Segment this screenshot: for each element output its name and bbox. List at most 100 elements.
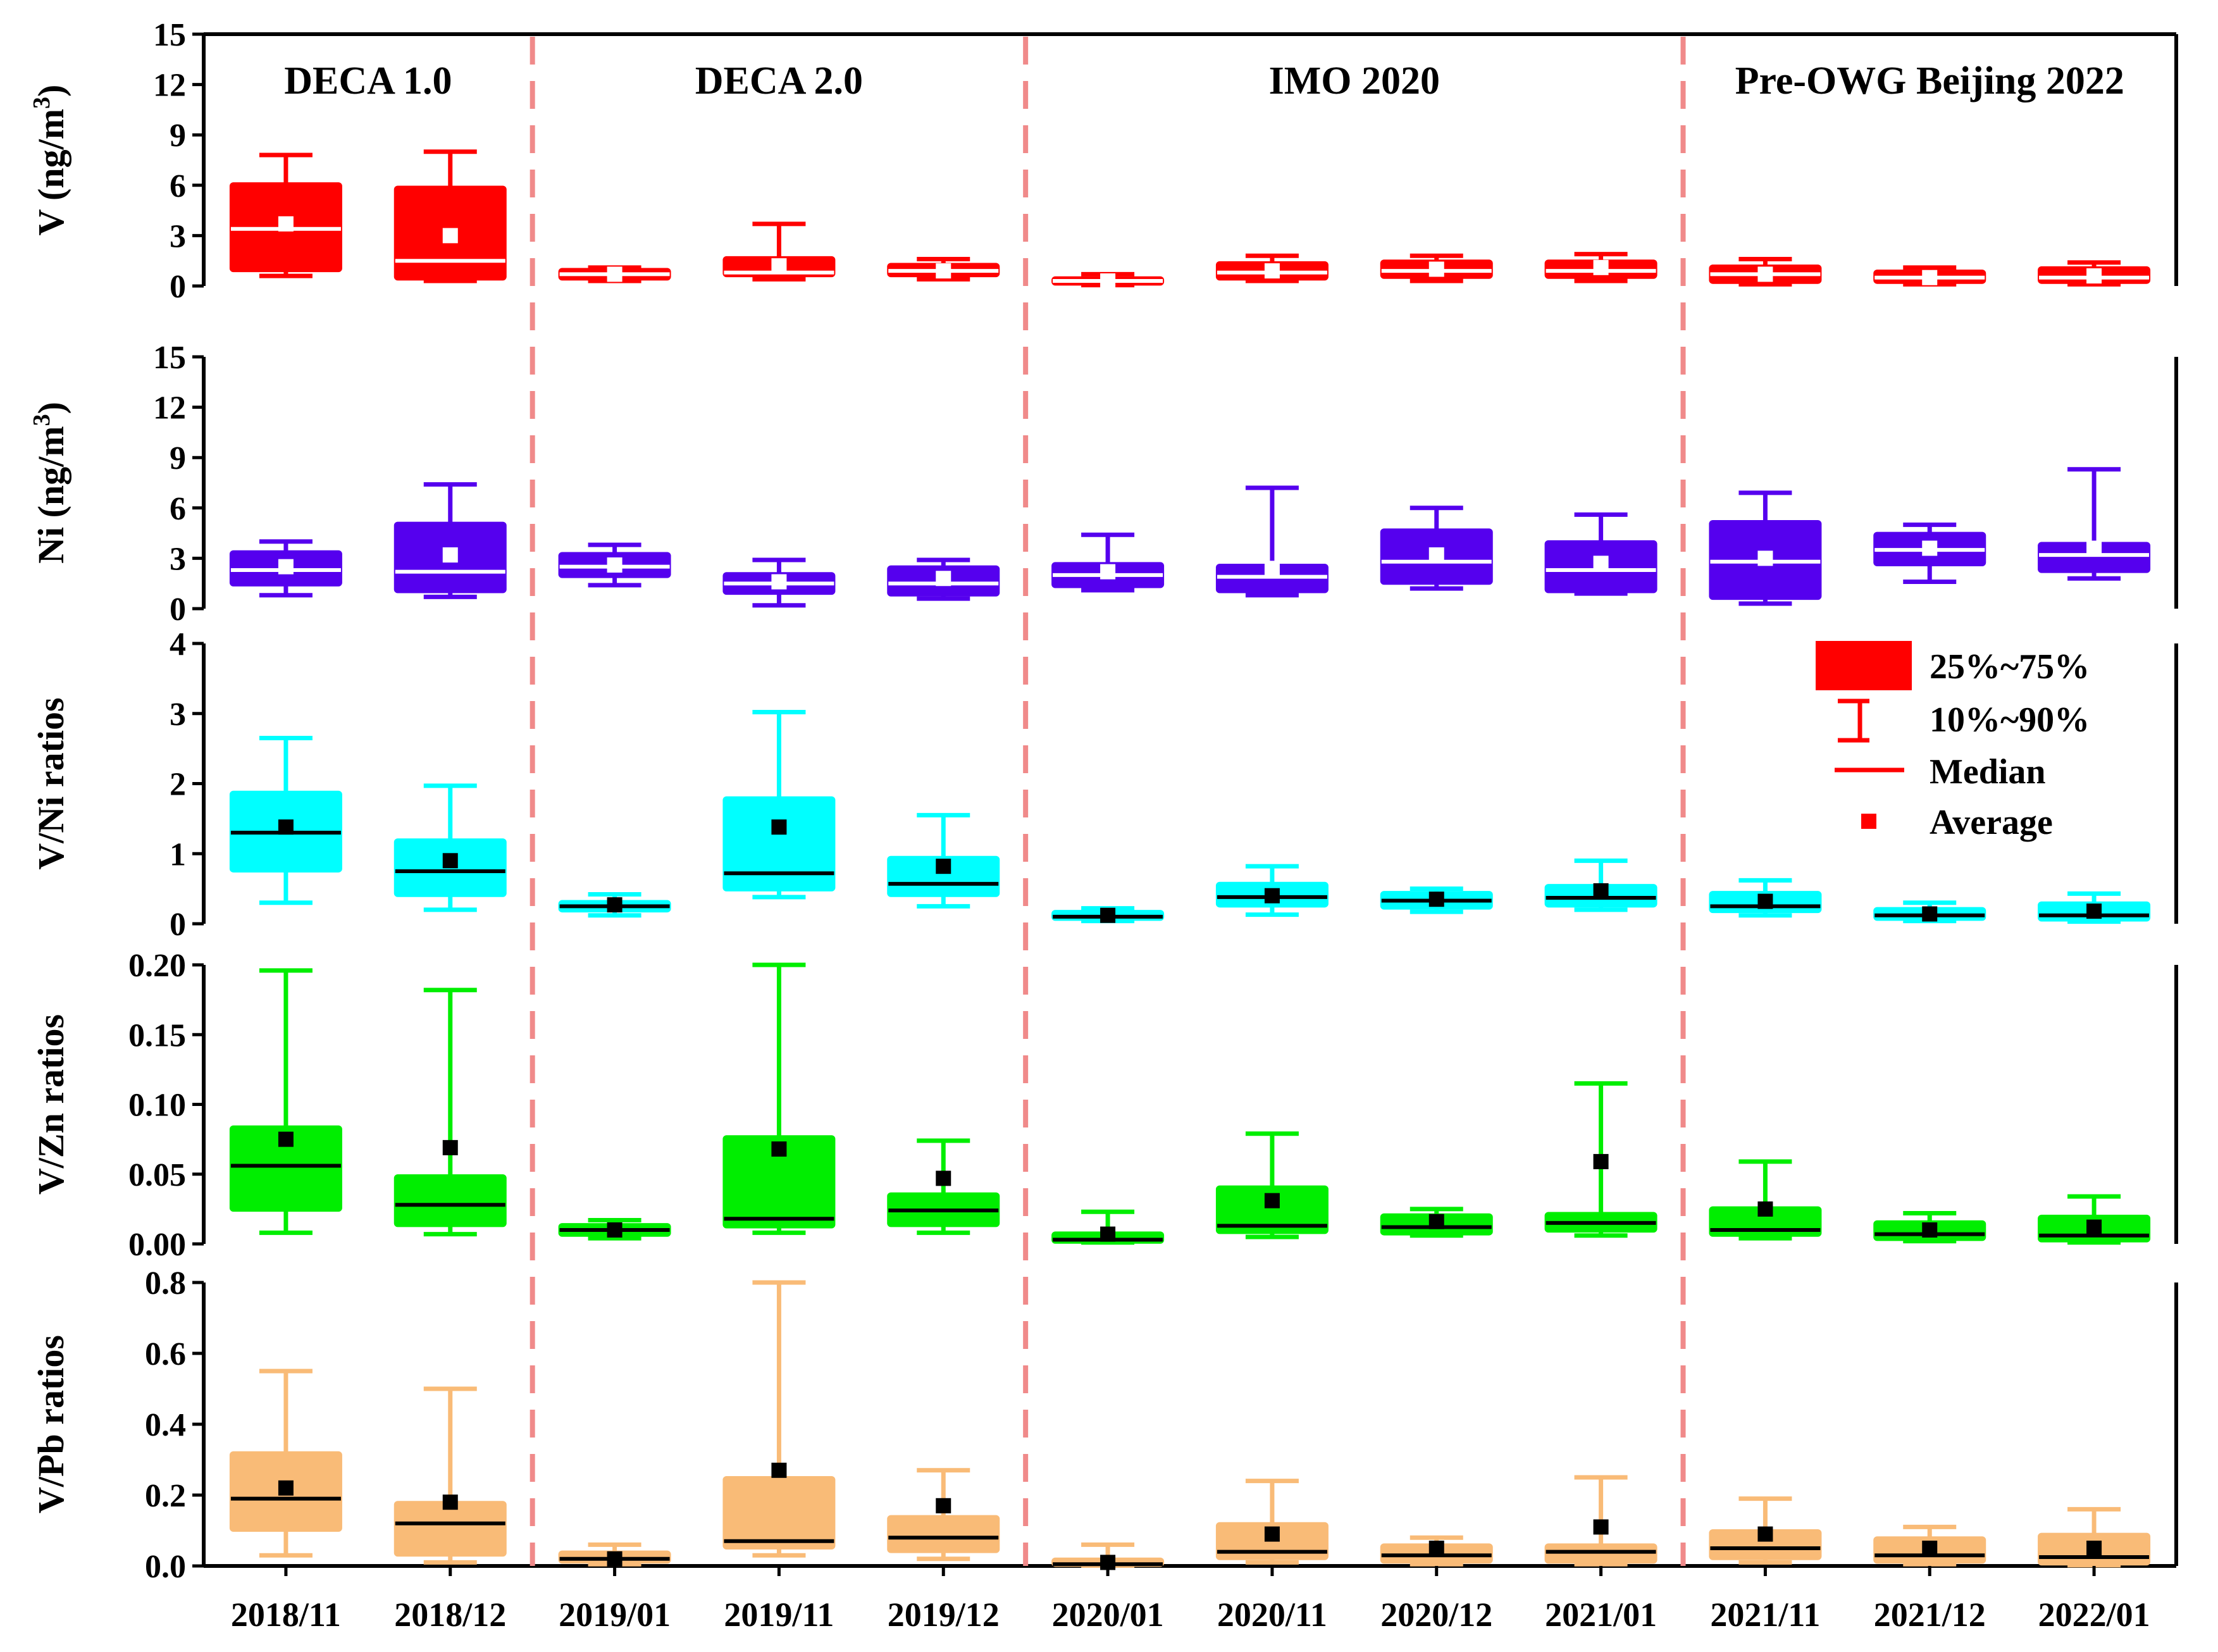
box-iqr bbox=[722, 1135, 836, 1229]
y-tick-label: 0.4 bbox=[145, 1407, 186, 1443]
box-v-2021/01 bbox=[1544, 252, 1657, 283]
panel-v_pb: 0.0 0.2 0.4 0.6 0.8 V/Pb ratios bbox=[30, 1265, 2178, 1585]
mean-marker bbox=[2086, 268, 2102, 284]
y-tick-label: 3 bbox=[170, 697, 186, 733]
mean-marker bbox=[1922, 906, 1938, 922]
x-tick-label: 2021/12 bbox=[1874, 1596, 1986, 1634]
mean-marker bbox=[442, 1140, 458, 1155]
y-tick-label: 3 bbox=[170, 541, 186, 577]
y-tick-label: 0.2 bbox=[145, 1478, 186, 1514]
box-ni-2022/01 bbox=[2038, 467, 2151, 581]
mean-marker bbox=[1757, 1201, 1773, 1217]
box-v_zn-2018/11 bbox=[229, 968, 342, 1235]
y-tick-label: 0.15 bbox=[128, 1017, 186, 1053]
box-v_zn-2018/12 bbox=[393, 988, 507, 1237]
box-iqr bbox=[722, 1476, 836, 1550]
mean-marker bbox=[1100, 907, 1116, 923]
y-tick-label: 15 bbox=[153, 17, 186, 53]
mean-marker bbox=[278, 819, 294, 835]
box-v-2019/12 bbox=[887, 257, 1000, 282]
box-v-2020/11 bbox=[1215, 253, 1329, 283]
y-tick-label: 9 bbox=[170, 118, 186, 154]
mean-marker bbox=[1264, 888, 1280, 904]
legend-label-iqr: 25%~75% bbox=[1930, 647, 2090, 686]
mean-marker bbox=[1757, 893, 1773, 909]
box-v-2019/01 bbox=[558, 265, 671, 283]
box-v_ni-2021/12 bbox=[1873, 900, 1986, 924]
box-iqr bbox=[887, 855, 1000, 897]
box-v_zn-2021/01 bbox=[1544, 1081, 1657, 1238]
panel-ni: 0 3 6 9 12 15 Ni (ng/m3) bbox=[28, 340, 2178, 628]
box-v_pb-2021/11 bbox=[1709, 1496, 1822, 1565]
y-tick-label: 9 bbox=[170, 440, 186, 476]
x-tick-label: 2021/01 bbox=[1545, 1596, 1657, 1634]
y-axis-title: V (ng/m3) bbox=[28, 85, 71, 236]
y-tick-label: 0 bbox=[170, 269, 186, 305]
box-ni-2019/01 bbox=[558, 542, 671, 588]
y-tick-label: 1 bbox=[170, 836, 186, 873]
era-label: IMO 2020 bbox=[1269, 59, 1440, 102]
box-v_ni-2022/01 bbox=[2038, 891, 2151, 924]
box-v_zn-2020/12 bbox=[1380, 1207, 1493, 1238]
y-tick-label: 0.05 bbox=[128, 1157, 186, 1193]
box-iqr bbox=[229, 1125, 342, 1212]
mean-marker bbox=[936, 859, 951, 874]
box-ni-2018/11 bbox=[229, 539, 342, 598]
y-tick-label: 12 bbox=[153, 390, 186, 426]
panel-v: 0 3 6 9 12 15 V (ng/m3) bbox=[28, 17, 2178, 305]
mean-marker bbox=[1593, 883, 1609, 898]
mean-marker bbox=[442, 1494, 458, 1510]
y-axis-title: V/Ni ratios bbox=[30, 697, 71, 869]
box-ni-2020/11 bbox=[1215, 485, 1329, 598]
mean-marker bbox=[278, 1131, 294, 1147]
box-iqr bbox=[887, 1515, 1000, 1553]
mean-marker bbox=[771, 1462, 787, 1478]
mean-marker bbox=[1757, 1526, 1773, 1542]
y-tick-label: 6 bbox=[170, 491, 186, 527]
box-v_pb-2021/12 bbox=[1873, 1524, 1986, 1567]
mean-marker bbox=[1922, 270, 1938, 285]
box-v_pb-2020/01 bbox=[1051, 1542, 1165, 1570]
box-v_ni-2020/01 bbox=[1051, 906, 1165, 924]
mean-marker bbox=[1922, 1541, 1938, 1556]
box-v_pb-2018/11 bbox=[229, 1369, 342, 1558]
mean-marker bbox=[771, 819, 787, 835]
box-v_ni-2020/11 bbox=[1215, 864, 1329, 917]
x-tick-label: 2018/11 bbox=[231, 1596, 341, 1634]
y-tick-label: 0 bbox=[170, 907, 186, 943]
mean-marker bbox=[771, 574, 787, 590]
box-v_ni-2019/01 bbox=[558, 891, 671, 918]
box-ni-2021/11 bbox=[1709, 490, 1822, 606]
box-v_zn-2019/12 bbox=[887, 1138, 1000, 1235]
box-v_pb-2018/12 bbox=[393, 1386, 507, 1565]
y-tick-label: 0.8 bbox=[145, 1265, 186, 1301]
mean-marker bbox=[1100, 273, 1116, 289]
x-tick-label: 2019/11 bbox=[724, 1596, 834, 1634]
box-iqr bbox=[1215, 1185, 1329, 1234]
box-ni-2019/12 bbox=[887, 557, 1000, 601]
box-v_pb-2021/01 bbox=[1544, 1475, 1657, 1567]
mean-marker bbox=[1593, 1153, 1609, 1169]
mean-marker bbox=[607, 897, 623, 913]
box-v-2021/12 bbox=[1873, 265, 1986, 287]
mean-marker bbox=[607, 1551, 623, 1567]
mean-marker bbox=[2086, 1541, 2102, 1556]
mean-marker bbox=[936, 263, 951, 279]
panel-v_ni: 0 1 2 3 4 V/Ni ratios bbox=[30, 626, 2178, 943]
legend-mean-marker bbox=[1861, 814, 1876, 829]
mean-marker bbox=[2086, 904, 2102, 919]
mean-marker bbox=[1757, 266, 1773, 282]
box-v_ni-2018/11 bbox=[229, 736, 342, 905]
mean-marker bbox=[1428, 547, 1444, 563]
panel-v_zn: 0.00 0.05 0.10 0.15 0.20 V/Zn ratios bbox=[30, 948, 2178, 1263]
x-tick-label: 2021/11 bbox=[1710, 1596, 1820, 1634]
box-ni-2019/11 bbox=[722, 557, 836, 608]
box-ni-2020/01 bbox=[1051, 532, 1165, 593]
box-v_pb-2019/11 bbox=[722, 1280, 836, 1558]
box-v_zn-2019/11 bbox=[722, 962, 836, 1235]
box-v_zn-2022/01 bbox=[2038, 1194, 2151, 1245]
y-tick-label: 2 bbox=[170, 767, 186, 803]
y-axis-title: V/Pb ratios bbox=[30, 1335, 71, 1513]
mean-marker bbox=[1428, 891, 1444, 907]
